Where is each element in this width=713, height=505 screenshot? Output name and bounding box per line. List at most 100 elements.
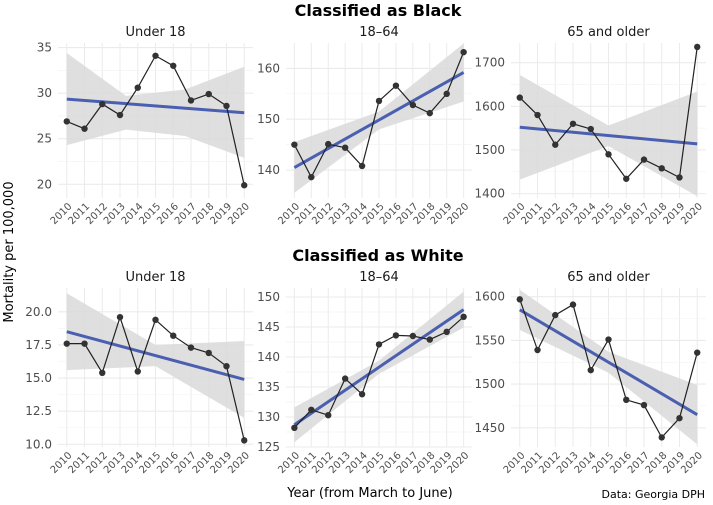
data-point	[392, 332, 400, 339]
data-point	[152, 316, 159, 323]
data-point	[152, 52, 159, 59]
data-point	[375, 97, 383, 105]
data-point	[116, 111, 124, 119]
data-point	[375, 341, 383, 348]
data-point	[341, 144, 349, 151]
y-tick-label: 20	[37, 177, 52, 191]
data-point	[170, 332, 177, 339]
data-point	[308, 406, 315, 413]
data-point	[605, 151, 612, 158]
data-point	[516, 94, 523, 101]
data-point	[205, 349, 212, 357]
y-tick-label: 160	[257, 61, 280, 75]
data-point	[694, 43, 701, 51]
data-point	[358, 391, 366, 398]
panel-3: Under 1810.012.515.017.520.0201020112012…	[25, 270, 253, 476]
panel-strip-title: 18–64	[359, 25, 399, 40]
y-tick-label: 1600	[474, 99, 505, 113]
data-point	[205, 90, 212, 98]
data-point	[426, 109, 433, 117]
y-tick-label: 25	[37, 132, 52, 146]
y-tick-label: 1600	[474, 290, 505, 304]
group-title-black: Classified as Black	[295, 1, 462, 20]
data-point	[623, 175, 630, 182]
trend-line	[66, 97, 245, 115]
y-tick-label: 15.0	[25, 371, 52, 385]
data-point	[63, 340, 70, 347]
x-axis-label: Year (from March to June)	[286, 486, 452, 501]
data-point	[392, 82, 400, 89]
data-point	[426, 336, 433, 343]
y-tick-label: 20.0	[25, 305, 52, 319]
data-point	[640, 156, 648, 163]
data-point	[658, 165, 665, 172]
data-point	[223, 362, 230, 370]
y-tick-label: 140	[257, 350, 280, 364]
data-point	[81, 125, 88, 132]
data-point	[187, 97, 195, 104]
data-point	[358, 162, 366, 170]
trend-line	[519, 125, 698, 146]
data-point	[308, 173, 315, 181]
data-point	[409, 101, 417, 109]
data-point	[116, 313, 124, 321]
data-point	[569, 301, 577, 308]
y-tick-label: 17.5	[25, 338, 52, 352]
data-point	[409, 332, 417, 340]
panel-strip-title: 65 and older	[567, 270, 650, 285]
group-title-white: Classified as White	[292, 246, 463, 265]
data-point	[552, 141, 559, 148]
data-point	[99, 100, 106, 108]
y-tick-label: 10.0	[25, 437, 52, 451]
y-tick-label: 12.5	[25, 404, 52, 418]
y-tick-label: 1700	[474, 56, 505, 70]
data-source-caption: Data: Georgia DPH	[602, 488, 705, 501]
data-point	[341, 375, 349, 382]
data-point	[291, 424, 298, 431]
data-point	[325, 412, 332, 419]
panel-strip-title: Under 18	[125, 270, 185, 285]
y-axis-label: Mortality per 100,000	[2, 181, 17, 322]
trend-line	[293, 71, 465, 169]
confidence-band	[294, 43, 464, 193]
y-tick-label: 1500	[474, 143, 505, 157]
data-point	[623, 396, 630, 404]
data-point	[605, 336, 612, 343]
panel-2: 65 and older1400150016001700201020112012…	[474, 25, 706, 227]
trend-line	[293, 308, 465, 427]
y-tick-label: 130	[257, 410, 280, 424]
panel-strip-title: Under 18	[125, 25, 185, 40]
data-point	[443, 328, 450, 335]
data-point	[460, 313, 467, 320]
data-point	[676, 414, 683, 422]
data-point	[676, 174, 683, 181]
data-point	[99, 369, 106, 376]
y-tick-label: 145	[257, 320, 280, 334]
data-point	[134, 368, 141, 375]
data-point	[325, 140, 332, 148]
data-point	[187, 344, 195, 351]
panel-5: 65 and older1450150015501600201020112012…	[474, 270, 706, 476]
y-tick-label: 150	[257, 112, 280, 126]
confidence-band	[519, 289, 698, 445]
data-point	[443, 90, 450, 98]
data-point	[569, 120, 577, 127]
panel-strip-title: 18–64	[359, 270, 399, 285]
data-point	[552, 311, 559, 319]
y-tick-label: 35	[37, 41, 52, 55]
data-point	[516, 296, 523, 303]
data-point	[694, 349, 701, 356]
data-point	[134, 84, 141, 91]
data-point	[534, 346, 541, 354]
y-tick-label: 30	[37, 86, 52, 100]
data-point	[587, 366, 594, 374]
data-point	[63, 118, 70, 125]
panel-4: 18–6412513013514014515020102011201220132…	[257, 270, 472, 476]
data-point	[587, 125, 594, 133]
y-tick-label: 1400	[474, 187, 505, 201]
panel-1: 18–6414015016020102011201220132014201520…	[257, 25, 472, 227]
trend-line	[66, 330, 245, 381]
data-point	[460, 48, 467, 56]
data-point	[534, 111, 541, 119]
